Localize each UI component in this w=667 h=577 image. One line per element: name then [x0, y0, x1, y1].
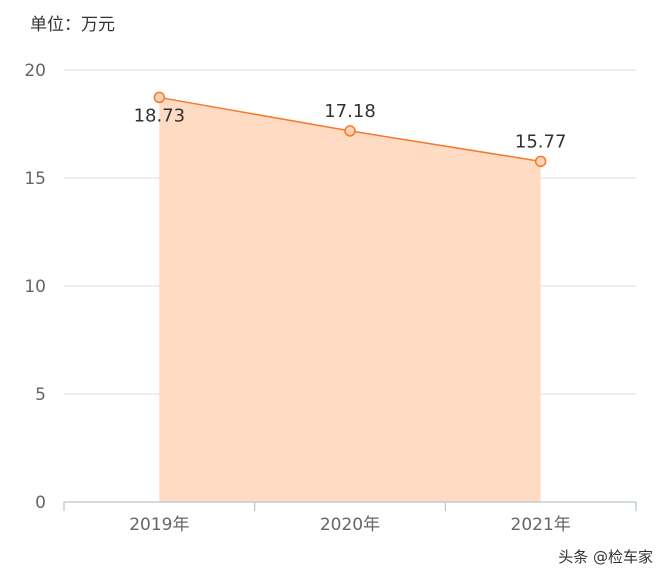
- watermark: 头条 @检车家: [558, 548, 653, 566]
- data-point: [534, 155, 547, 168]
- y-tick-label: 20: [24, 61, 46, 81]
- x-tick-label: 2020年: [320, 515, 380, 535]
- data-labels: 18.73 17.18 15.77: [134, 101, 567, 152]
- x-axis: 2019年 2020年 2021年: [63, 501, 637, 535]
- y-tick-label: 0: [35, 493, 46, 513]
- area-series: [159, 96, 541, 502]
- data-label: 17.18: [324, 101, 376, 122]
- point-markers: [153, 91, 547, 168]
- x-tick-label: 2021年: [511, 515, 571, 535]
- data-point: [153, 91, 166, 104]
- y-tick-label: 5: [35, 385, 46, 405]
- data-label: 18.73: [134, 105, 186, 126]
- data-label: 15.77: [515, 131, 567, 152]
- data-point: [344, 125, 356, 137]
- y-tick-label: 10: [24, 277, 46, 297]
- y-axis-ticks: 0 5 10 15 20: [24, 61, 46, 513]
- x-tick-label: 2019年: [129, 515, 189, 535]
- area-fill: [159, 97, 541, 502]
- unit-label: 单位：万元: [30, 15, 115, 35]
- y-tick-label: 15: [24, 169, 46, 189]
